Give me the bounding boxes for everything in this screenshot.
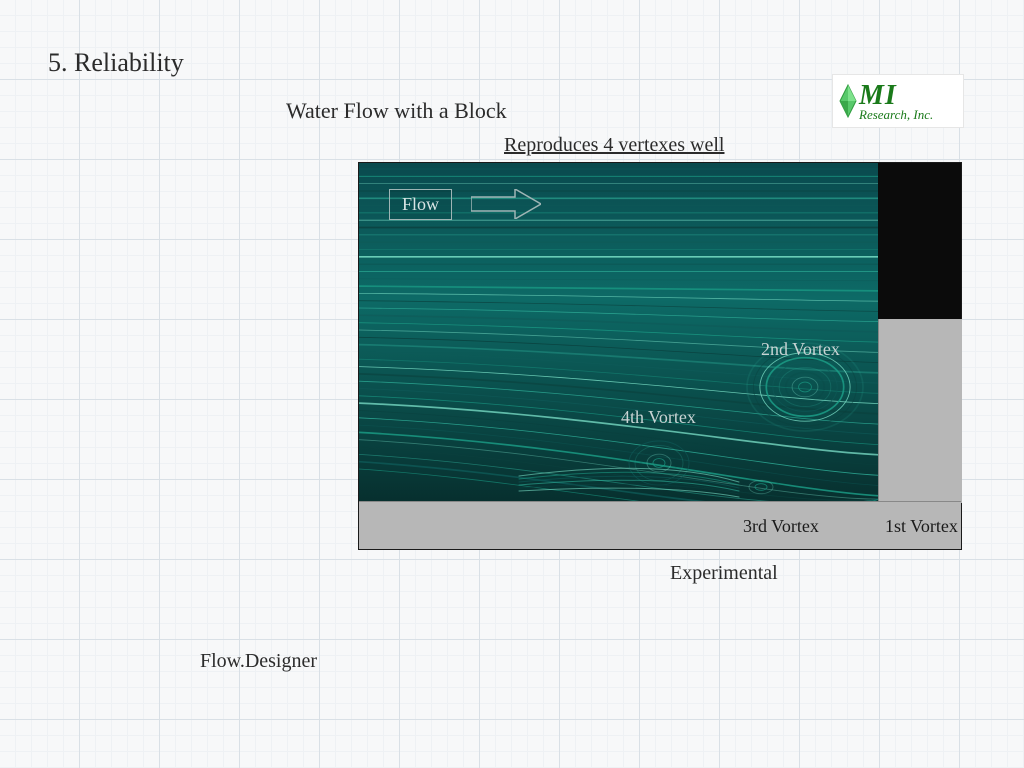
caption-experimental: Experimental — [670, 562, 778, 585]
diamond-icon — [839, 84, 857, 118]
mi-research-logo: MI Research, Inc. — [832, 74, 964, 128]
flowdesigner-label: Flow.Designer — [200, 650, 317, 673]
block-dark — [878, 163, 961, 319]
label-4th-vortex: 4th Vortex — [621, 407, 696, 428]
label-3rd-vortex: 3rd Vortex — [743, 516, 819, 537]
label-1st-vortex: 1st Vortex — [885, 516, 958, 537]
section-heading: 5. Reliability — [48, 48, 184, 78]
figure-caption-top: Reproduces 4 vertexes well — [504, 134, 724, 157]
flow-direction-tag: Flow — [389, 189, 452, 220]
obstacle-block — [878, 163, 961, 503]
logo-text-mi: MI — [859, 82, 933, 110]
logo-text-sub: Research, Inc. — [859, 108, 933, 121]
block-gray — [878, 319, 962, 503]
flow-visualization-area: Flow 2nd Vortex 4th Vortex — [359, 163, 879, 503]
figure-bottom-bar: 3rd Vortex 1st Vortex — [359, 501, 961, 549]
flow-arrow-icon — [471, 189, 541, 219]
slide: 5. Reliability Water Flow with a Block R… — [0, 0, 1024, 768]
label-2nd-vortex: 2nd Vortex — [761, 339, 840, 360]
flow-figure: Flow 2nd Vortex 4th Vortex 3rd Vortex 1s… — [358, 162, 962, 550]
subheading: Water Flow with a Block — [286, 98, 507, 124]
